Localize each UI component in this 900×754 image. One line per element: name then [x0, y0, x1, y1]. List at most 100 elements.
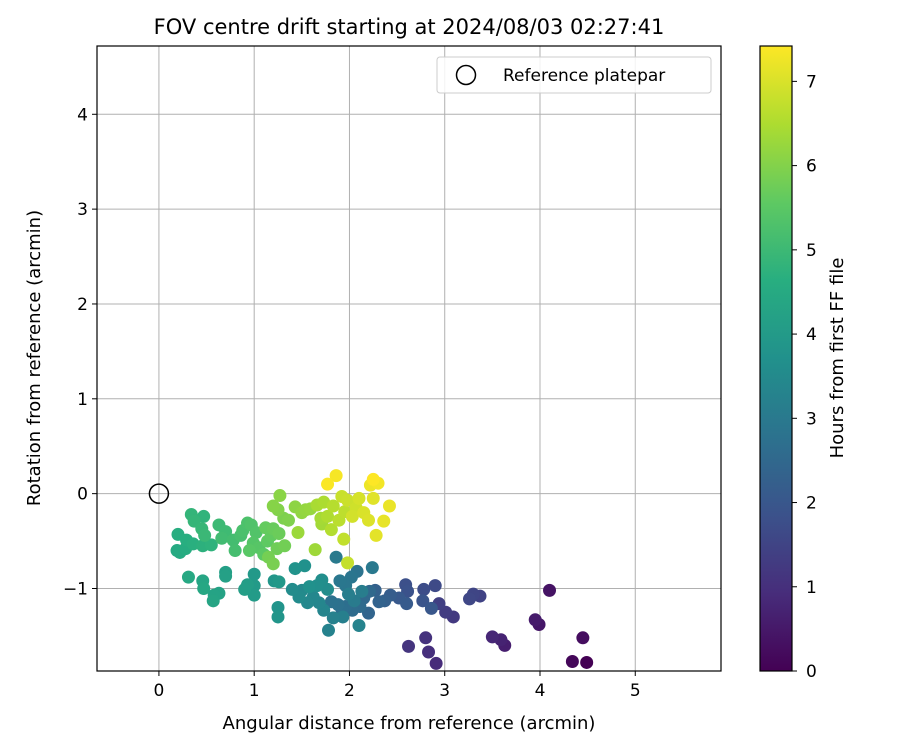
y-tick-label: 4: [77, 105, 88, 125]
data-point: [400, 597, 414, 611]
data-point: [485, 630, 499, 644]
x-tick-label: 0: [154, 681, 165, 701]
y-tick-label: −1: [63, 579, 88, 599]
data-point: [333, 574, 347, 588]
data-point: [362, 513, 376, 527]
x-tick-label: 3: [439, 681, 450, 701]
data-point: [417, 582, 431, 596]
colorbar-tick-label: 7: [806, 72, 817, 92]
data-point: [355, 584, 369, 598]
data-point: [366, 472, 380, 486]
data-point: [215, 531, 229, 545]
chart-title: FOV centre drift starting at 2024/08/03 …: [154, 15, 665, 39]
data-point: [419, 631, 433, 645]
plot-frame: [96, 45, 722, 672]
data-point: [321, 582, 335, 596]
x-tick-label: 5: [630, 681, 641, 701]
data-point: [342, 587, 356, 601]
data-point: [366, 491, 380, 505]
y-tick-label: 0: [77, 485, 88, 505]
data-point: [266, 499, 280, 513]
x-tick-label: 4: [535, 681, 546, 701]
reference-point: [148, 483, 170, 504]
data-point: [329, 469, 343, 483]
data-point: [272, 575, 286, 589]
data-point: [324, 523, 338, 537]
data-point: [181, 570, 195, 584]
legend-box: [436, 56, 712, 94]
data-point: [428, 579, 442, 593]
colorbar-tick-label: 1: [806, 578, 817, 598]
legend-marker: [455, 64, 477, 86]
scatter-points: [170, 469, 594, 670]
y-tick-label: 2: [77, 295, 88, 315]
data-point: [352, 618, 366, 632]
x-axis-label: Angular distance from reference (arcmin): [223, 713, 596, 734]
data-point: [372, 595, 386, 609]
y-axis-ticks: −1 0 1 2 3 4: [63, 105, 97, 599]
data-point: [365, 561, 379, 575]
data-point: [326, 499, 340, 513]
data-point: [228, 544, 242, 558]
data-point: [337, 532, 351, 546]
data-point: [377, 514, 391, 528]
data-point: [206, 594, 220, 608]
data-point: [326, 611, 340, 625]
data-point: [281, 513, 295, 527]
colorbar-tick-label: 3: [806, 409, 817, 429]
data-point: [352, 491, 366, 505]
data-point: [321, 623, 335, 637]
x-tick-label: 2: [344, 681, 355, 701]
data-point: [424, 601, 438, 615]
data-point: [429, 656, 443, 670]
data-point: [576, 631, 590, 645]
y-tick-label: 3: [77, 200, 88, 220]
colorbar-tick-label: 4: [806, 325, 817, 345]
data-point: [302, 580, 316, 594]
data-point: [197, 581, 211, 595]
data-point: [204, 538, 218, 552]
data-point: [321, 509, 335, 523]
data-point: [242, 544, 256, 558]
data-point: [308, 543, 322, 557]
data-point: [198, 528, 212, 542]
colorbar-label: Hours from first FF file: [827, 258, 848, 459]
legend-label: Reference platepar: [503, 66, 665, 86]
data-point: [402, 639, 416, 653]
legend: Reference platepar: [436, 56, 712, 94]
data-point: [272, 526, 286, 540]
colorbar-tick-label: 5: [806, 241, 817, 261]
data-point: [219, 569, 233, 583]
data-point: [369, 528, 383, 542]
data-point: [580, 655, 594, 669]
data-point: [273, 489, 287, 503]
data-point: [238, 582, 252, 596]
colorbar-tick-label: 6: [806, 157, 817, 177]
data-point: [462, 592, 476, 606]
data-point: [271, 610, 285, 624]
data-point: [278, 539, 292, 553]
y-axis-label: Rotation from reference (arcmin): [24, 210, 45, 506]
data-point: [543, 583, 557, 597]
data-point: [266, 557, 280, 571]
data-point: [341, 493, 355, 507]
data-point: [288, 562, 302, 576]
colorbar-tick-label: 2: [806, 494, 817, 514]
data-point: [285, 582, 299, 596]
x-tick-label: 1: [249, 681, 260, 701]
reference-marker: [148, 483, 170, 504]
colorbar: 0 1 2 3 4 5 6 7 Hours from first FF file: [759, 45, 848, 682]
y-tick-label: 1: [77, 390, 88, 410]
data-point: [528, 613, 542, 627]
data-point: [341, 556, 355, 570]
data-point: [271, 600, 285, 614]
data-point: [329, 550, 343, 564]
data-point: [247, 588, 261, 602]
data-point: [416, 594, 430, 608]
colorbar-ticks: 0 1 2 3 4 5 6 7: [792, 72, 817, 682]
data-point: [565, 655, 579, 669]
grid-lines: [97, 46, 721, 671]
colorbar-gradient: [759, 45, 793, 672]
data-point: [336, 610, 350, 624]
